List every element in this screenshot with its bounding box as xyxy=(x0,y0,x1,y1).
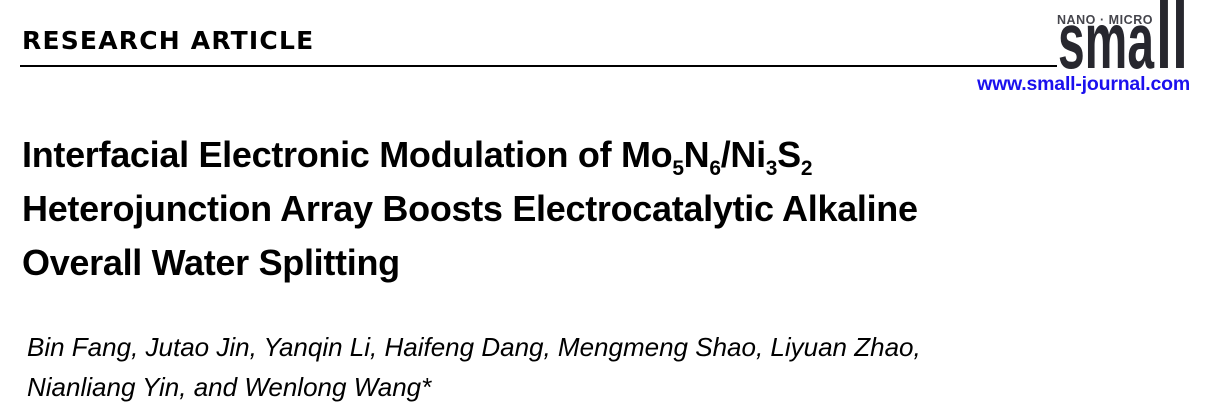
section-kicker: RESEARCH ARTICLE xyxy=(22,26,315,55)
journal-name-ll: ll xyxy=(1156,0,1188,88)
author-line-1: Bin Fang, Jutao Jin, Yanqin Li, Haifeng … xyxy=(27,332,921,362)
author-line-2: Nianliang Yin, and Wenlong Wang* xyxy=(27,372,432,402)
journal-logo: NANO · MICRO sma ll xyxy=(1057,0,1188,88)
header-rule xyxy=(20,65,1057,67)
journal-tagline: NANO · MICRO xyxy=(1057,13,1154,27)
journal-name-sma: sma xyxy=(1058,0,1154,85)
journal-website-link[interactable]: www.small-journal.com xyxy=(977,73,1190,95)
author-list: Bin Fang, Jutao Jin, Yanqin Li, Haifeng … xyxy=(27,327,921,407)
article-title: Interfacial Electronic Modulation of Mo5… xyxy=(22,134,918,283)
